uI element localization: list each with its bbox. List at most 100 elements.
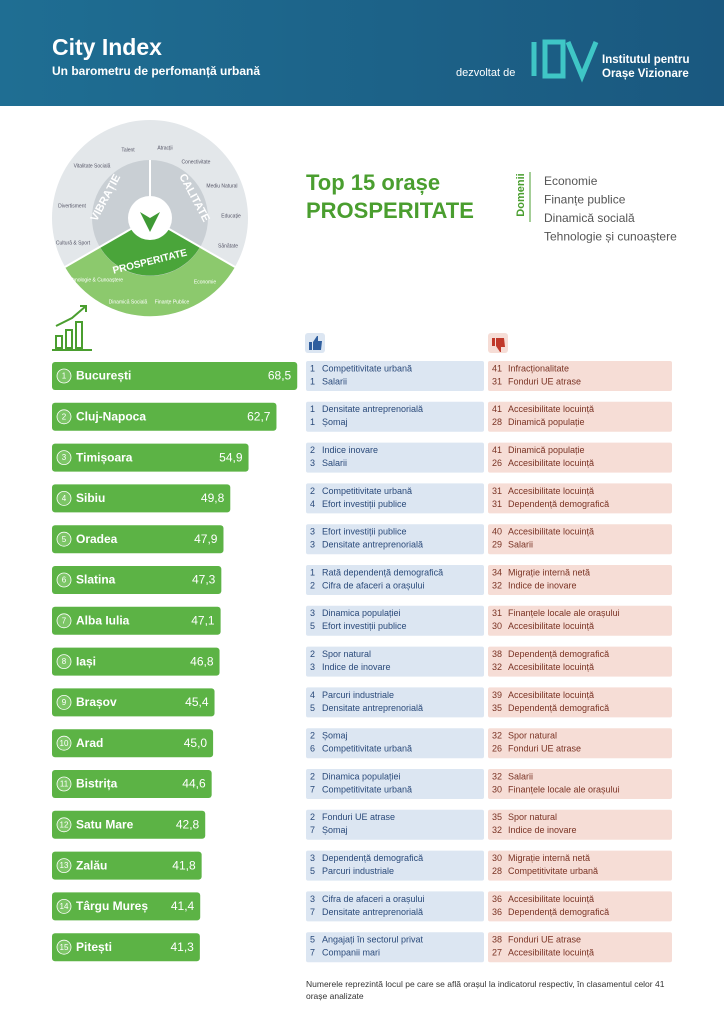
weaknesse-rank: 31 <box>492 486 502 496</box>
strength-rank: 1 <box>310 404 315 414</box>
rank-label: 1 <box>62 372 67 381</box>
rank-badge <box>56 450 72 466</box>
institute-name: Institutul pentru <box>602 54 690 66</box>
heading: PROSPERITATE <box>306 198 474 223</box>
strength-label: Șomaj <box>322 731 348 741</box>
bar <box>52 688 215 717</box>
strength-rank: 1 <box>310 417 315 427</box>
weaknesses-box <box>488 361 672 391</box>
value-label: 54,9 <box>219 450 243 464</box>
thumb-up-icon <box>305 333 325 353</box>
weaknesse-label: Dependență demografică <box>508 649 609 659</box>
weaknesses-box <box>488 442 672 473</box>
rank-badge <box>56 899 72 914</box>
weaknesse-rank: 31 <box>492 499 502 509</box>
strength-label: Dinamica populației <box>322 608 401 618</box>
weaknesse-rank: 30 <box>492 621 502 631</box>
weaknesse-rank: 32 <box>492 771 502 781</box>
growth-icon <box>52 305 92 351</box>
strength-rank: 3 <box>310 894 315 904</box>
strengths-box <box>306 401 484 432</box>
strength-label: Densitate antreprenorială <box>322 540 423 550</box>
city-name: Iași <box>76 654 96 668</box>
strength-label: Competitivitate urbană <box>322 363 412 373</box>
bar <box>52 647 220 676</box>
weaknesse-label: Competitivitate urbană <box>508 866 598 876</box>
value-label: 42,8 <box>176 817 200 831</box>
weaknesses-box <box>488 565 672 595</box>
weaknesse-rank: 39 <box>492 690 502 700</box>
header-band <box>0 0 724 106</box>
weaknesse-label: Salarii <box>508 540 533 550</box>
strength-rank: 5 <box>310 935 315 945</box>
rank-label: 13 <box>60 861 69 870</box>
weaknesse-label: Salarii <box>508 771 533 781</box>
bar <box>52 851 202 880</box>
weaknesse-rank: 35 <box>492 703 502 713</box>
domain: Tehnologie și cunoaștere <box>544 230 677 244</box>
strength-rank: 3 <box>310 662 315 672</box>
rank-badge <box>56 735 72 751</box>
weaknesse-rank: 36 <box>492 894 502 904</box>
strengths-box <box>306 646 484 677</box>
weaknesse-rank: 26 <box>492 458 502 468</box>
strengths-box <box>306 442 484 473</box>
rank-badge <box>56 817 72 833</box>
rank-label: 15 <box>60 943 69 952</box>
strength-rank: 2 <box>310 486 315 496</box>
city-name: Arad <box>76 736 103 750</box>
value-label: 46,8 <box>190 654 214 668</box>
domain: Finanțe publice <box>544 193 626 207</box>
weaknesse-label: Indice de inovare <box>508 580 577 590</box>
strength-rank: 1 <box>310 376 315 386</box>
city-name: Satu Mare <box>76 817 134 831</box>
domain: Economie <box>544 174 598 188</box>
strength-rank: 2 <box>310 580 315 590</box>
wheel-sector: Tehnologie & Cunoaștere <box>67 277 123 283</box>
city-name: Slatina <box>76 573 116 587</box>
weaknesse-rank: 31 <box>492 608 502 618</box>
strength-label: Dependență demografică <box>322 853 423 863</box>
wheel-sector: Educație <box>221 213 241 219</box>
weaknesses-box <box>488 891 672 922</box>
bar <box>52 484 231 513</box>
weaknesse-label: Accesibilitate locuință <box>508 621 594 631</box>
strength-label: Indice inovare <box>322 445 378 455</box>
weaknesse-label: Finanțele locale ale orașului <box>508 608 620 618</box>
city-name: Zalău <box>76 858 107 872</box>
strength-label: Companii mari <box>322 948 380 958</box>
city-name: Brașov <box>76 695 117 709</box>
value-label: 41,3 <box>170 940 194 954</box>
strength-label: Angajați în sectorul privat <box>322 935 424 945</box>
weaknesse-label: Accesibilitate locuință <box>508 894 594 904</box>
strength-rank: 7 <box>310 825 315 835</box>
weaknesse-label: Dinamică populație <box>508 417 585 427</box>
city-name: Sibiu <box>76 491 105 505</box>
strengths-box <box>306 483 484 514</box>
rank-badge <box>56 409 72 425</box>
weaknesse-label: Dependență demografică <box>508 907 609 917</box>
strength-label: Competitivitate urbană <box>322 744 412 754</box>
strength-rank: 2 <box>310 771 315 781</box>
strength-rank: 2 <box>310 731 315 741</box>
rank-label: 6 <box>62 576 67 585</box>
domains-label: Domenii <box>515 173 527 216</box>
weaknesse-rank: 32 <box>492 580 502 590</box>
city-name: Oradea <box>76 532 118 546</box>
logo <box>531 39 599 83</box>
weaknesse-rank: 34 <box>492 567 502 577</box>
weaknesse-label: Fonduri UE atrase <box>508 744 581 754</box>
strengths-box <box>306 932 484 963</box>
wheel-sector: Atracții <box>157 145 172 151</box>
bar <box>52 770 212 798</box>
strength-rank: 4 <box>310 690 315 700</box>
strength-rank: 5 <box>310 703 315 713</box>
strength-label: Șomaj <box>322 825 348 835</box>
weaknesse-rank: 30 <box>492 784 502 794</box>
value-label: 45,0 <box>184 736 208 750</box>
weaknesse-label: Accesibilitate locuință <box>508 662 594 672</box>
wheel <box>52 120 248 317</box>
city-name: București <box>76 369 131 383</box>
weaknesses-box <box>488 769 672 799</box>
